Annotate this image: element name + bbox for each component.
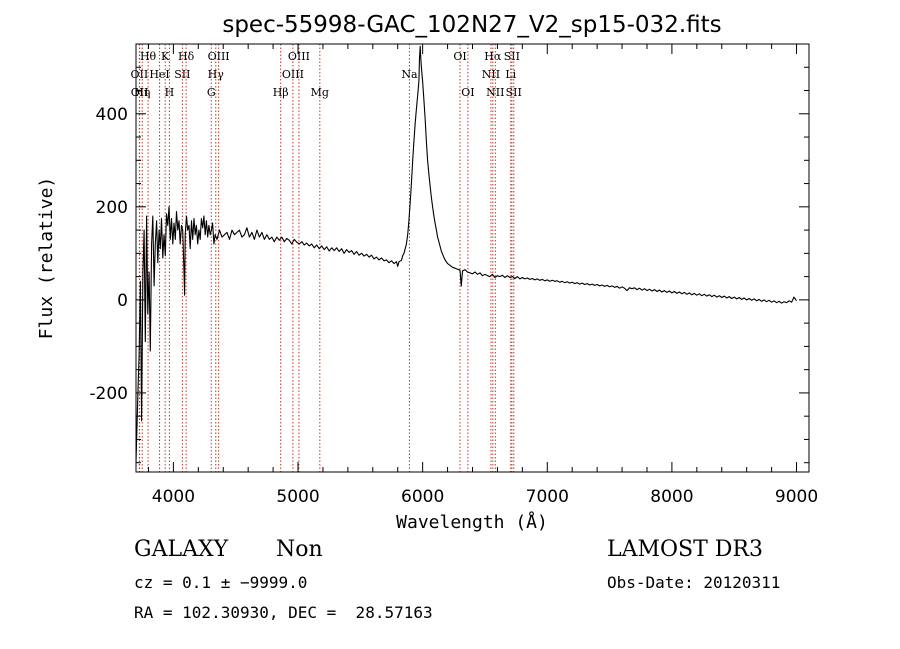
- x-tick-label: 7000: [526, 487, 569, 507]
- line-marker-label: Mg: [311, 86, 329, 99]
- survey-name: LAMOST DR3: [607, 537, 763, 562]
- line-marker-label: Li: [505, 68, 516, 81]
- object-subclass: Non: [276, 537, 323, 562]
- y-axis-label: Flux (relative): [36, 177, 57, 340]
- x-tick-label: 4000: [152, 487, 195, 507]
- line-markers: OIIOIIHηHθHeIKHSIIHδGHγOIIIHβOIIIOIIIMgN…: [131, 44, 522, 472]
- line-marker-label: H: [165, 86, 175, 99]
- x-tick-label: 6000: [401, 487, 444, 507]
- line-marker-label: OII: [131, 68, 149, 81]
- line-marker-label: SII: [506, 86, 522, 99]
- line-marker-label: OII: [131, 86, 149, 99]
- line-marker-label: OIII: [208, 50, 230, 63]
- line-marker-label: OIII: [288, 50, 310, 63]
- line-marker-label: OI: [453, 50, 466, 63]
- line-marker-label: K: [161, 50, 170, 63]
- line-marker-label: SII: [174, 68, 190, 81]
- y-tick-label: 200: [96, 198, 128, 218]
- line-marker-label: HeI: [149, 68, 169, 81]
- coordinates-text: RA = 102.30930, DEC = 28.57163: [134, 603, 433, 622]
- plot-frame: [135, 43, 810, 473]
- redshift-text: cz = 0.1 ± −9999.0: [134, 573, 308, 592]
- line-marker-label: SII: [504, 50, 520, 63]
- line-marker-label: Hδ: [178, 50, 195, 63]
- axis-ticks: 4000 5000 6000 7000 8000 9000 -200 0 200 400: [89, 43, 818, 507]
- line-marker-label: NII: [486, 86, 504, 99]
- y-tick-label: -200: [89, 384, 128, 404]
- line-marker-label: Hθ: [140, 50, 157, 63]
- line-marker-label: Hγ: [208, 68, 225, 81]
- x-tick-label: 9000: [775, 487, 818, 507]
- line-marker-label: Na: [401, 68, 418, 81]
- line-marker-label: Hη: [134, 86, 150, 99]
- x-tick-label: 8000: [650, 487, 693, 507]
- line-marker-label: OI: [461, 86, 474, 99]
- line-marker-label: NII: [482, 68, 500, 81]
- line-marker-label: OIII: [282, 68, 304, 81]
- obs-date-text: Obs-Date: 20120311: [607, 573, 781, 592]
- x-axis-label: Wavelength (Å): [396, 511, 548, 533]
- y-tick-label: 400: [96, 105, 128, 125]
- flux-line: [135, 45, 797, 463]
- flux-series: [135, 45, 797, 463]
- x-tick-label: 5000: [276, 487, 319, 507]
- line-marker-label: G: [207, 86, 216, 99]
- line-marker-label: Hα: [484, 50, 502, 63]
- y-tick-label: 0: [117, 291, 128, 311]
- object-class: GALAXY: [134, 537, 229, 562]
- chart-title: spec-55998-GAC_102N27_V2_sp15-032.fits: [222, 12, 721, 38]
- line-marker-label: Hβ: [273, 86, 289, 99]
